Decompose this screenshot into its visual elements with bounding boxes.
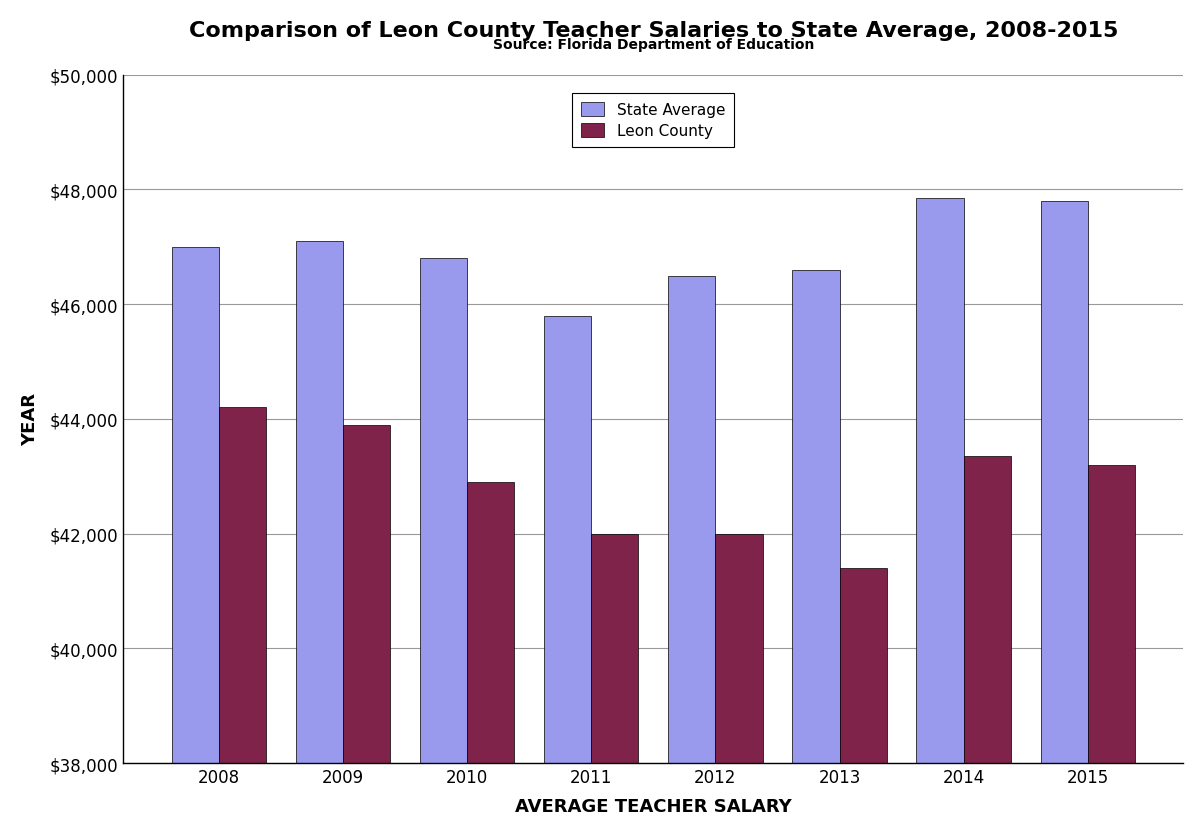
- Bar: [420, 259, 467, 763]
- Bar: [544, 316, 591, 763]
- Bar: [839, 568, 886, 763]
- Bar: [1040, 201, 1088, 763]
- X-axis label: AVERAGE TEACHER SALARY: AVERAGE TEACHER SALARY: [515, 798, 792, 815]
- Text: Source: Florida Department of Education: Source: Florida Department of Education: [492, 38, 814, 52]
- Legend: State Average, Leon County: State Average, Leon County: [572, 94, 734, 148]
- Bar: [668, 276, 715, 763]
- Bar: [916, 199, 963, 763]
- Bar: [343, 426, 390, 763]
- Bar: [792, 271, 839, 763]
- Bar: [715, 534, 762, 763]
- Y-axis label: YEAR: YEAR: [20, 393, 39, 446]
- Bar: [1088, 466, 1135, 763]
- Title: Comparison of Leon County Teacher Salaries to State Average, 2008-2015: Comparison of Leon County Teacher Salari…: [189, 21, 1119, 41]
- Bar: [467, 482, 514, 763]
- Bar: [963, 456, 1011, 763]
- Bar: [591, 534, 638, 763]
- Bar: [172, 247, 219, 763]
- Bar: [296, 242, 343, 763]
- Bar: [219, 408, 266, 763]
